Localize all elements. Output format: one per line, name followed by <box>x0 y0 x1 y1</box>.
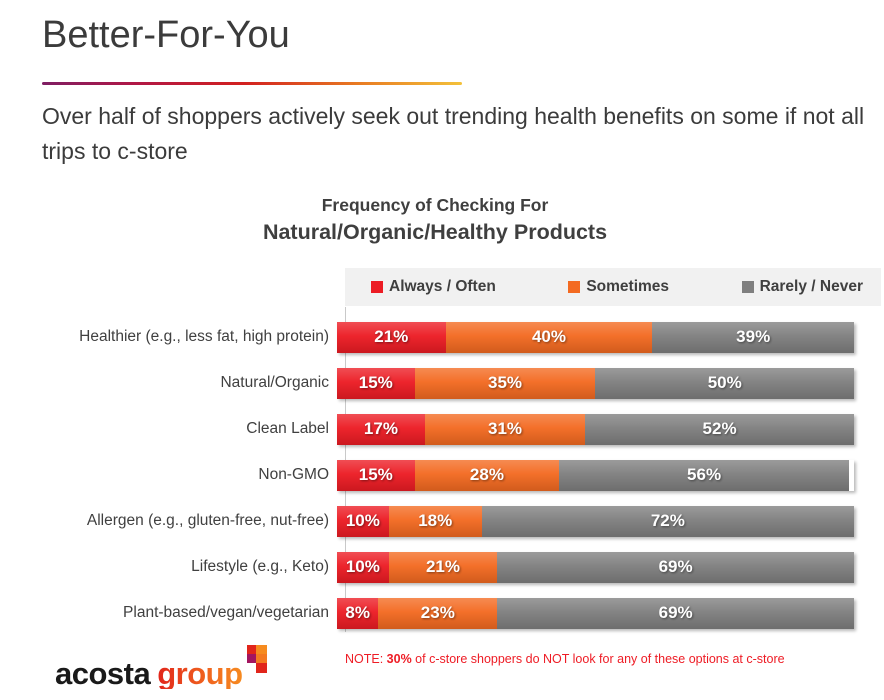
legend-swatch-icon <box>371 281 383 293</box>
value-label: 69% <box>658 557 693 576</box>
chart-row: Allergen (e.g., gluten-free, nut-free) 10… <box>0 498 884 544</box>
stacked-bar: 15% 28% 56% <box>337 459 854 491</box>
footnote-stat: 30% <box>386 652 412 666</box>
chart-row: Clean Label 17% 31% 52% <box>0 406 884 452</box>
category-label: Clean Label <box>246 420 329 437</box>
value-label: 15% <box>358 373 393 392</box>
bar-segment-always-often: 10% <box>337 551 389 583</box>
bar-segment-sometimes: 28% <box>414 459 560 491</box>
chart-row: Healthier (e.g., less fat, high protein)… <box>0 314 884 360</box>
legend-swatch-icon <box>568 281 581 293</box>
stacked-bar: 10% 18% 72% <box>337 505 854 537</box>
value-label: 39% <box>736 327 771 346</box>
category-label: Plant-based/vegan/vegetarian <box>123 604 329 621</box>
bar-segment-always-often: 8% <box>337 597 379 629</box>
value-label: 21% <box>374 327 409 346</box>
stacked-bar: 10% 21% 69% <box>337 551 854 583</box>
legend-item-rarely-never: Rarely / Never <box>741 278 863 296</box>
stacked-bar-chart: Healthier (e.g., less fat, high protein)… <box>0 314 884 636</box>
value-label: 8% <box>345 603 370 622</box>
value-label: 50% <box>707 373 742 392</box>
value-label: 28% <box>469 465 504 484</box>
value-label: 15% <box>358 465 393 484</box>
bar-segment-rarely-never: 56% <box>559 459 849 491</box>
bar-segment-rarely-never: 52% <box>585 413 854 445</box>
legend-label: Always / Often <box>389 278 496 295</box>
category-label: Non-GMO <box>258 466 329 483</box>
category-label: Allergen (e.g., gluten-free, nut-free) <box>86 512 329 529</box>
stacked-bar: 21% 40% 39% <box>337 321 854 353</box>
page-title: Better-For-You <box>42 14 290 56</box>
bar-segment-always-often: 15% <box>337 459 415 491</box>
pixel-mark-cell <box>255 663 267 673</box>
bar-segment-rarely-never: 72% <box>481 505 854 537</box>
chart-row: Lifestyle (e.g., Keto) 10% 21% 69% <box>0 544 884 590</box>
value-label: 52% <box>702 419 737 438</box>
bar-segment-always-often: 15% <box>337 367 415 399</box>
footnote-prefix: NOTE: <box>345 652 387 666</box>
footnote: NOTE: 30% of c-store shoppers do NOT loo… <box>345 652 881 666</box>
chart-row: Natural/Organic 15% 35% 50% <box>0 360 884 406</box>
chart-title: Frequency of Checking For Natural/Organi… <box>0 192 870 246</box>
category-label: Healthier (e.g., less fat, high protein) <box>79 328 329 345</box>
bar-segment-always-often: 21% <box>337 321 446 353</box>
page-subtitle: Over half of shoppers actively seek out … <box>42 103 865 164</box>
stacked-bar: 15% 35% 50% <box>337 367 854 399</box>
logo-text-acosta: acosta <box>55 656 151 691</box>
value-label: 10% <box>345 557 380 576</box>
legend-swatch-icon <box>741 281 754 293</box>
bar-segment-rarely-never: 69% <box>497 551 854 583</box>
category-label: Natural/Organic <box>220 374 329 391</box>
legend-item-always-often: Always / Often <box>371 278 496 296</box>
chart-legend: Always / Often Sometimes Rarely / Never <box>345 268 881 306</box>
value-label: 35% <box>488 373 523 392</box>
chart-row: Non-GMO 15% 28% 56% <box>0 452 884 498</box>
pixel-mark-cell <box>255 654 267 663</box>
pixel-mark-cell <box>255 645 267 654</box>
acosta-group-logo: acosta group <box>55 645 267 689</box>
value-label: 31% <box>487 419 523 438</box>
chart-title-line1: Frequency of Checking For <box>321 195 549 215</box>
bar-segment-rarely-never: 39% <box>652 321 854 353</box>
title-underline <box>42 82 462 85</box>
chart-title-line2: Natural/Organic/Healthy Products <box>262 220 608 244</box>
value-label: 69% <box>658 603 693 622</box>
pixel-mark-cell <box>246 645 256 654</box>
value-label: 18% <box>418 511 453 530</box>
bar-segment-sometimes: 18% <box>388 505 482 537</box>
legend-label: Rarely / Never <box>759 278 863 295</box>
bar-segment-sometimes: 40% <box>445 321 653 353</box>
bar-segment-always-often: 10% <box>337 505 389 537</box>
bar-segment-sometimes: 31% <box>424 413 586 445</box>
value-label: 17% <box>363 419 398 438</box>
value-label: 72% <box>650 511 685 530</box>
value-label: 21% <box>425 557 460 576</box>
chart-row: Plant-based/vegan/vegetarian 8% 23% 69% <box>0 590 884 636</box>
stacked-bar: 8% 23% 69% <box>337 597 854 629</box>
legend-label: Sometimes <box>586 278 670 295</box>
logo-text-group: group <box>157 645 243 689</box>
bar-segment-rarely-never: 50% <box>595 367 854 399</box>
category-label: Lifestyle (e.g., Keto) <box>191 558 329 575</box>
bar-segment-sometimes: 35% <box>414 367 596 399</box>
legend-item-sometimes: Sometimes <box>568 278 669 296</box>
footnote-rest: of c-store shoppers do NOT look for any … <box>411 652 785 666</box>
bar-segment-sometimes: 23% <box>378 597 498 629</box>
bar-segment-sometimes: 21% <box>388 551 498 583</box>
value-label: 56% <box>687 465 722 484</box>
pixel-mark-cell <box>246 654 256 663</box>
value-label: 40% <box>531 327 566 346</box>
stacked-bar: 17% 31% 52% <box>337 413 854 445</box>
bar-segment-always-often: 17% <box>337 413 425 445</box>
value-label: 23% <box>420 603 455 622</box>
value-label: 10% <box>345 511 380 530</box>
bar-segment-rarely-never: 69% <box>497 597 854 629</box>
pixel-mark-icon <box>246 645 267 673</box>
